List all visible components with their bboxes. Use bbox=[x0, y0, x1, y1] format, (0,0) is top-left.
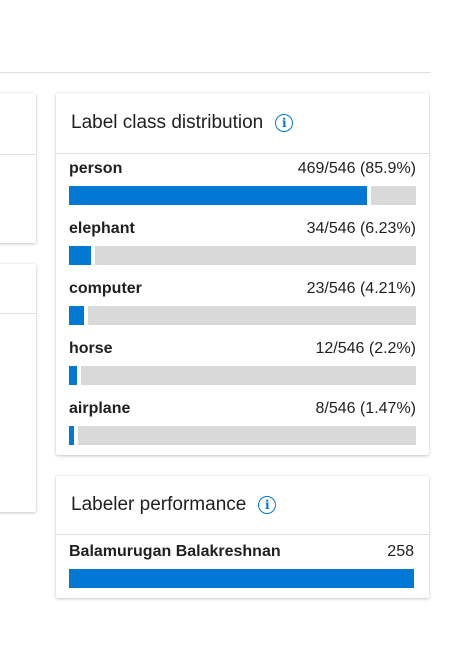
class-bar-track bbox=[69, 426, 416, 445]
labeler-performance-list: Balamurugan Balakreshnan 258 bbox=[56, 535, 429, 588]
row-header: person 469/546 (85.9%) bbox=[69, 154, 416, 178]
left-card-1-divider bbox=[0, 154, 36, 155]
labeler-performance-card: Labeler performance i Balamurugan Balakr… bbox=[56, 476, 429, 598]
label-class-row: computer 23/546 (4.21%) bbox=[69, 274, 416, 334]
card-title: Label class distribution bbox=[71, 112, 264, 133]
class-count: 8/546 (1.47%) bbox=[315, 400, 416, 417]
class-bar-track bbox=[69, 246, 416, 265]
class-bar-gap bbox=[367, 186, 371, 205]
row-header: horse 12/546 (2.2%) bbox=[69, 334, 416, 358]
row-header: elephant 34/546 (6.23%) bbox=[69, 214, 416, 238]
card-title: Labeler performance bbox=[71, 494, 247, 515]
label-class-row: horse 12/546 (2.2%) bbox=[69, 334, 416, 394]
labeler-name: Balamurugan Balakreshnan bbox=[69, 543, 281, 560]
class-label: computer bbox=[69, 280, 142, 297]
top-divider bbox=[0, 72, 431, 73]
class-bar-track bbox=[69, 186, 416, 205]
class-bar-track bbox=[69, 306, 416, 325]
class-count: 34/546 (6.23%) bbox=[306, 220, 416, 237]
row-header: airplane 8/546 (1.47%) bbox=[69, 394, 416, 418]
info-icon[interactable]: i bbox=[275, 114, 294, 132]
class-bar-fill bbox=[69, 306, 84, 325]
class-label: airplane bbox=[69, 400, 131, 417]
class-bar-fill bbox=[69, 186, 367, 205]
class-bar-gap bbox=[77, 366, 81, 385]
class-label: elephant bbox=[69, 220, 135, 237]
left-card-1 bbox=[0, 93, 36, 243]
labeler-row: Balamurugan Balakreshnan 258 bbox=[69, 535, 414, 588]
class-bar-fill bbox=[69, 366, 77, 385]
class-label: horse bbox=[69, 340, 113, 357]
class-bar-gap bbox=[84, 306, 88, 325]
labeler-bar-track bbox=[69, 569, 414, 588]
class-count: 469/546 (85.9%) bbox=[297, 160, 416, 177]
labeler-performance-header: Labeler performance i bbox=[56, 476, 429, 535]
class-label: person bbox=[69, 160, 123, 177]
class-count: 23/546 (4.21%) bbox=[306, 280, 416, 297]
left-card-2 bbox=[0, 264, 36, 512]
row-header: Balamurugan Balakreshnan 258 bbox=[69, 543, 414, 561]
class-bar-fill bbox=[69, 426, 74, 445]
info-icon[interactable]: i bbox=[258, 496, 277, 514]
label-class-row: airplane 8/546 (1.47%) bbox=[69, 394, 416, 454]
class-count: 12/546 (2.2%) bbox=[315, 340, 416, 357]
labeler-count: 258 bbox=[387, 543, 414, 560]
label-class-distribution-header: Label class distribution i bbox=[56, 93, 429, 154]
label-class-row: person 469/546 (85.9%) bbox=[69, 154, 416, 214]
label-class-row: elephant 34/546 (6.23%) bbox=[69, 214, 416, 274]
label-class-distribution-card: Label class distribution i person 469/546… bbox=[56, 93, 429, 455]
row-header: computer 23/546 (4.21%) bbox=[69, 274, 416, 298]
left-card-2-divider bbox=[0, 313, 36, 314]
class-bar-fill bbox=[69, 246, 91, 265]
class-bar-track bbox=[69, 366, 416, 385]
label-distribution-list: person 469/546 (85.9%) elephant 34/546 (6.2… bbox=[56, 154, 429, 454]
class-bar-gap bbox=[74, 426, 78, 445]
class-bar-gap bbox=[91, 246, 95, 265]
labeler-bar-fill bbox=[69, 569, 414, 588]
